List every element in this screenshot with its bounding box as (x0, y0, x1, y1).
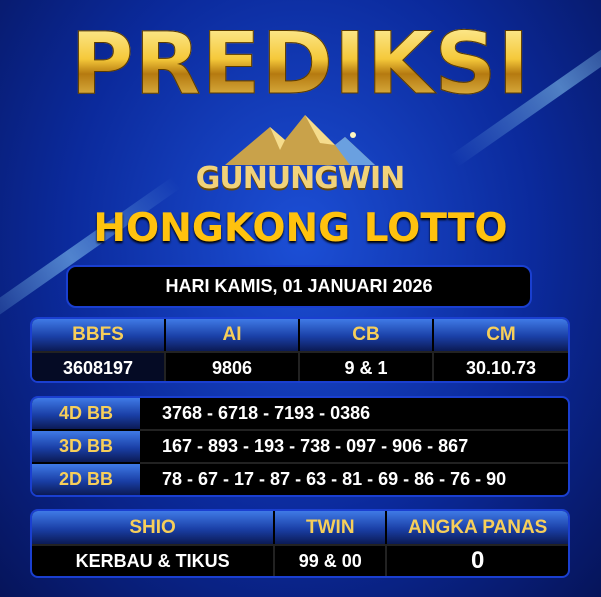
header-twin: TWIN (275, 511, 388, 544)
header-ai: AI (166, 319, 300, 351)
label-4d: 4D BB (32, 398, 140, 431)
value-shio: KERBAU & TIKUS (32, 544, 276, 576)
logo-text: GUNUNGWIN (195, 161, 406, 196)
value-bbfs: 3608197 (32, 351, 166, 381)
bb-table: 4D BB 3768 - 6718 - 7193 - 0386 3D BB 16… (30, 396, 570, 497)
value-twin: 99 & 00 (275, 544, 388, 576)
value-ai: 9806 (166, 351, 300, 381)
table-row: 3D BB 167 - 893 - 193 - 738 - 097 - 906 … (32, 431, 568, 464)
prediction-table: BBFS AI CB CM 3608197 9806 9 & 1 30.10.7… (30, 317, 570, 383)
header-cb: CB (300, 319, 434, 351)
logo: GUNUNGWIN (190, 115, 410, 200)
market-title: HONGKONG LOTTO (93, 206, 508, 251)
header-cm: CM (434, 319, 568, 351)
page-title: PREDIKSI (0, 14, 601, 115)
mountain-logo-icon (225, 115, 375, 165)
decor-stripe (0, 176, 181, 338)
table-row: 2D BB 78 - 67 - 17 - 87 - 63 - 81 - 69 -… (32, 464, 568, 495)
table-row: 4D BB 3768 - 6718 - 7193 - 0386 (32, 398, 568, 431)
date-banner: HARI KAMIS, 01 JANUARI 2026 (66, 265, 532, 308)
label-2d: 2D BB (32, 464, 140, 495)
date-text: HARI KAMIS, 01 JANUARI 2026 (165, 276, 433, 296)
extra-table: SHIO TWIN ANGKA PANAS KERBAU & TIKUS 99 … (30, 509, 570, 578)
value-3d: 167 - 893 - 193 - 738 - 097 - 906 - 867 (140, 431, 568, 464)
value-angka-panas: 0 (387, 544, 568, 576)
header-shio: SHIO (32, 511, 276, 544)
header-angka-panas: ANGKA PANAS (387, 511, 568, 544)
header-bbfs: BBFS (32, 319, 166, 351)
label-3d: 3D BB (32, 431, 140, 464)
value-4d: 3768 - 6718 - 7193 - 0386 (140, 398, 568, 431)
value-cb: 9 & 1 (300, 351, 434, 381)
value-cm: 30.10.73 (434, 351, 568, 381)
value-2d: 78 - 67 - 17 - 87 - 63 - 81 - 69 - 86 - … (140, 464, 568, 495)
